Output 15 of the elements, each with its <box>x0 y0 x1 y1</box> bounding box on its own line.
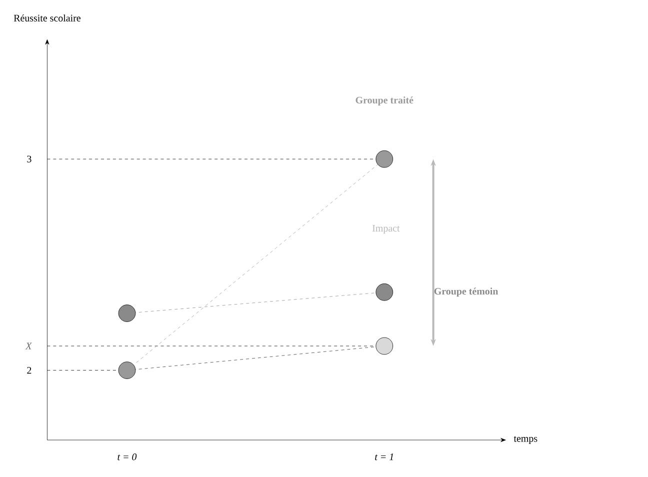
point <box>118 304 136 322</box>
y-axis-title: Réussite scolaire <box>14 14 80 22</box>
text: Groupe traité <box>356 96 414 106</box>
point <box>376 283 394 301</box>
text: temps <box>514 436 538 444</box>
x-tick-label: t = 1 <box>375 454 394 460</box>
point <box>376 337 394 355</box>
x-tick-label: t = 0 <box>118 454 137 460</box>
y-tick-label: X <box>25 342 32 350</box>
y-tick-label: 2 <box>27 366 32 374</box>
annotation: Impact <box>372 224 400 234</box>
text: Groupe témoin <box>434 288 498 297</box>
y-tick-label: 3 <box>27 156 32 162</box>
point <box>376 150 394 168</box>
point <box>118 362 136 379</box>
